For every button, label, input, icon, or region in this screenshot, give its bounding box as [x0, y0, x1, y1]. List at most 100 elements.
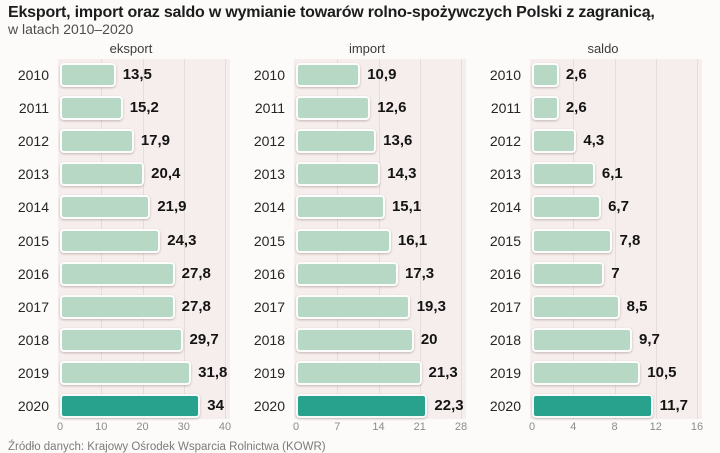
- gridline: [419, 59, 421, 419]
- bar: [60, 360, 192, 385]
- year-label: 2019: [253, 364, 285, 381]
- chart-plot: 2010 2011 2012 2013 2014 2015 2016 2017 2018 2019…: [8, 59, 230, 419]
- value-label: 10,5: [647, 363, 677, 381]
- chart-axis: 0 4 8 12 16: [528, 421, 704, 434]
- year-label: 2014: [17, 199, 49, 216]
- bar: [60, 294, 175, 319]
- year-label: 2014: [253, 199, 285, 216]
- year-label: 2018: [17, 331, 49, 348]
- year-label: 2017: [253, 298, 285, 315]
- year-label: 2015: [489, 232, 521, 249]
- value-label: 29,7: [189, 330, 219, 348]
- bar: [296, 195, 385, 220]
- chart-title: import: [348, 41, 386, 56]
- axis-tick-label: 0: [56, 421, 64, 433]
- year-label: 2011: [254, 100, 285, 117]
- value-label: 11,7: [659, 397, 689, 414]
- page-title: Eksport, import oraz saldo w wymianie to…: [8, 4, 655, 21]
- axis-tick-label: 10: [95, 421, 108, 433]
- bar: [532, 261, 605, 286]
- bar-highlighted: [532, 394, 653, 418]
- value-label: 21,9: [157, 198, 187, 216]
- bar-highlighted: [296, 394, 428, 418]
- bar: [296, 96, 371, 121]
- bar: [296, 261, 398, 286]
- value-label: 15,2: [129, 99, 159, 117]
- year-label: 2010: [489, 67, 521, 83]
- gridline: [697, 59, 698, 419]
- bar: [532, 63, 559, 87]
- year-label: 2013: [489, 166, 521, 183]
- chart-eksport: eksport 2010 2011 2012 2013 2014 2015 2016 2017 2…: [8, 41, 231, 434]
- year-labels-column: 2010 2011 2012 2013 2014 2015 2016 2017 2018 2019…: [8, 59, 58, 419]
- bar: [532, 327, 633, 352]
- value-label: 7: [611, 264, 620, 282]
- value-label: 22,3: [434, 397, 464, 414]
- bar: [296, 129, 377, 154]
- bar: [60, 195, 151, 220]
- year-labels-column: 2010 2011 2012 2013 2014 2015 2016 2017 2018 2019…: [480, 59, 530, 419]
- bar: [296, 294, 410, 319]
- bar: [60, 228, 161, 253]
- year-label: 2018: [253, 331, 285, 348]
- bar: [60, 162, 145, 187]
- bar: [60, 327, 183, 352]
- year-label: 2020: [489, 398, 521, 414]
- chart-plot: 2010 2011 2012 2013 2014 2015 2016 2017 2018 2019…: [244, 59, 466, 419]
- value-label: 31,8: [198, 363, 228, 381]
- value-label: 14,3: [387, 165, 417, 183]
- value-label: 6,7: [608, 198, 629, 216]
- value-label: 17,9: [140, 132, 171, 150]
- value-label: 27,8: [181, 297, 211, 315]
- bar: [296, 162, 381, 187]
- value-label: 20,4: [151, 165, 181, 183]
- chart-import: import 2010 2011 2012 2013 2014 2015 2016 2017 20…: [244, 41, 467, 434]
- bar: [296, 228, 391, 253]
- chart-title: saldo: [587, 41, 619, 56]
- axis-tick-label: 16: [690, 421, 704, 433]
- year-label: 2013: [253, 166, 285, 183]
- axis-tick-label: 12: [649, 421, 662, 433]
- chart-title: eksport: [109, 41, 153, 56]
- year-label: 2010: [17, 67, 49, 83]
- bar: [296, 360, 422, 385]
- chart-plot: 2010 2011 2012 2013 2014 2015 2016 2017 2018 2019…: [480, 59, 702, 419]
- chart-panel: 13,5 15,2 17,9 20,4 21,9 24,3 27,8 27,8 29,7 31,8…: [58, 59, 230, 419]
- value-label: 2,6: [565, 99, 587, 117]
- axis-tick-label: 8: [611, 421, 618, 433]
- chart-panel: 10,9 12,6 13,6 14,3 15,1 16,1 17,3 19,3 20 21,3 22…: [294, 59, 466, 419]
- value-label: 20: [420, 330, 438, 348]
- value-label: 10,9: [367, 66, 397, 83]
- value-label: 15,1: [391, 198, 422, 216]
- bar: [60, 63, 116, 87]
- axis-tick-label: 7: [334, 421, 341, 433]
- bar: [60, 96, 123, 121]
- gridline: [225, 59, 226, 419]
- chart-saldo: saldo 2010 2011 2012 2013 2014 2015 2016 2017 201…: [480, 41, 704, 434]
- value-label: 12,6: [377, 99, 407, 117]
- bar: [532, 228, 613, 253]
- bar-highlighted: [60, 394, 201, 418]
- value-label: 8,5: [626, 297, 648, 315]
- value-label: 16,1: [397, 231, 428, 249]
- axis-tick-label: 21: [413, 421, 426, 433]
- value-label: 24,3: [167, 231, 197, 249]
- year-label: 2019: [489, 364, 521, 381]
- year-label: 2017: [17, 298, 49, 315]
- axis-tick-label: 20: [136, 421, 149, 433]
- value-label: 17,3: [404, 264, 435, 282]
- value-label: 7,8: [619, 231, 641, 249]
- year-label: 2015: [253, 232, 285, 249]
- bar: [296, 63, 361, 87]
- chart-axis: 0 10 20 30 40: [56, 421, 231, 434]
- year-label: 2012: [253, 133, 285, 150]
- year-label: 2015: [17, 232, 49, 249]
- year-label: 2017: [489, 298, 521, 315]
- year-label: 2011: [18, 100, 49, 117]
- year-label: 2013: [17, 166, 49, 183]
- axis-tick-label: 0: [528, 421, 536, 433]
- bar: [532, 360, 641, 385]
- year-label: 2010: [253, 67, 285, 83]
- chart-panel: 2,6 2,6 4,3 6,1 6,7 7,8 7 8,5 9,7 10,5 11,7: [530, 59, 702, 419]
- value-label: 9,7: [639, 330, 660, 348]
